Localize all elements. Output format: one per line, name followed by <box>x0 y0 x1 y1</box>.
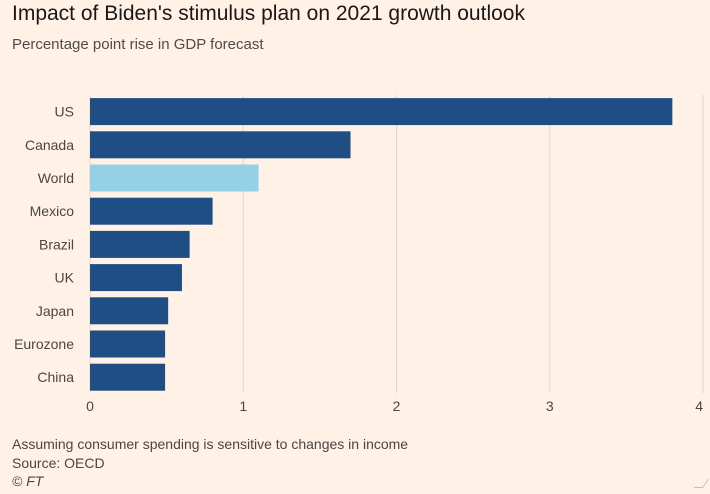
category-label: UK <box>55 270 75 286</box>
category-label: China <box>37 369 74 385</box>
chart-title: Impact of Biden's stimulus plan on 2021 … <box>12 2 525 25</box>
category-label: Eurozone <box>14 336 74 352</box>
chart-subtitle: Percentage point rise in GDP forecast <box>12 36 264 53</box>
x-tick-label: 4 <box>695 398 703 414</box>
resize-grip-icon <box>693 479 710 488</box>
bar-canada <box>90 131 351 159</box>
credit: © FT <box>12 473 44 489</box>
bar-world <box>90 164 259 192</box>
bar-japan <box>90 297 169 325</box>
x-tick-label: 2 <box>393 398 401 414</box>
category-label: World <box>38 170 74 186</box>
source-note: Source: OECD <box>12 455 105 471</box>
bar-us <box>90 98 673 126</box>
x-tick-labels: 0 1 2 3 4 <box>86 398 703 414</box>
bar-china <box>90 363 166 391</box>
footnote: Assuming consumer spending is sensitive … <box>12 436 409 452</box>
category-label: Mexico <box>30 203 75 219</box>
x-tick-label: 1 <box>239 398 247 414</box>
x-tick-label: 3 <box>546 398 554 414</box>
category-labels: US Canada World Mexico Brazil UK Japan Eurozone… <box>14 104 75 386</box>
category-label: Canada <box>25 137 74 153</box>
bar-chart: US Canada World Mexico Brazil UK Japan Eurozone… <box>14 95 704 414</box>
bar-uk <box>90 264 182 292</box>
category-label: Brazil <box>39 236 74 252</box>
bar-mexico <box>90 197 213 225</box>
bar-brazil <box>90 230 190 258</box>
bar-eurozone <box>90 330 166 358</box>
category-label: Japan <box>36 303 74 319</box>
bars <box>90 98 673 391</box>
x-tick-label: 0 <box>86 398 94 414</box>
category-label: US <box>55 104 74 120</box>
